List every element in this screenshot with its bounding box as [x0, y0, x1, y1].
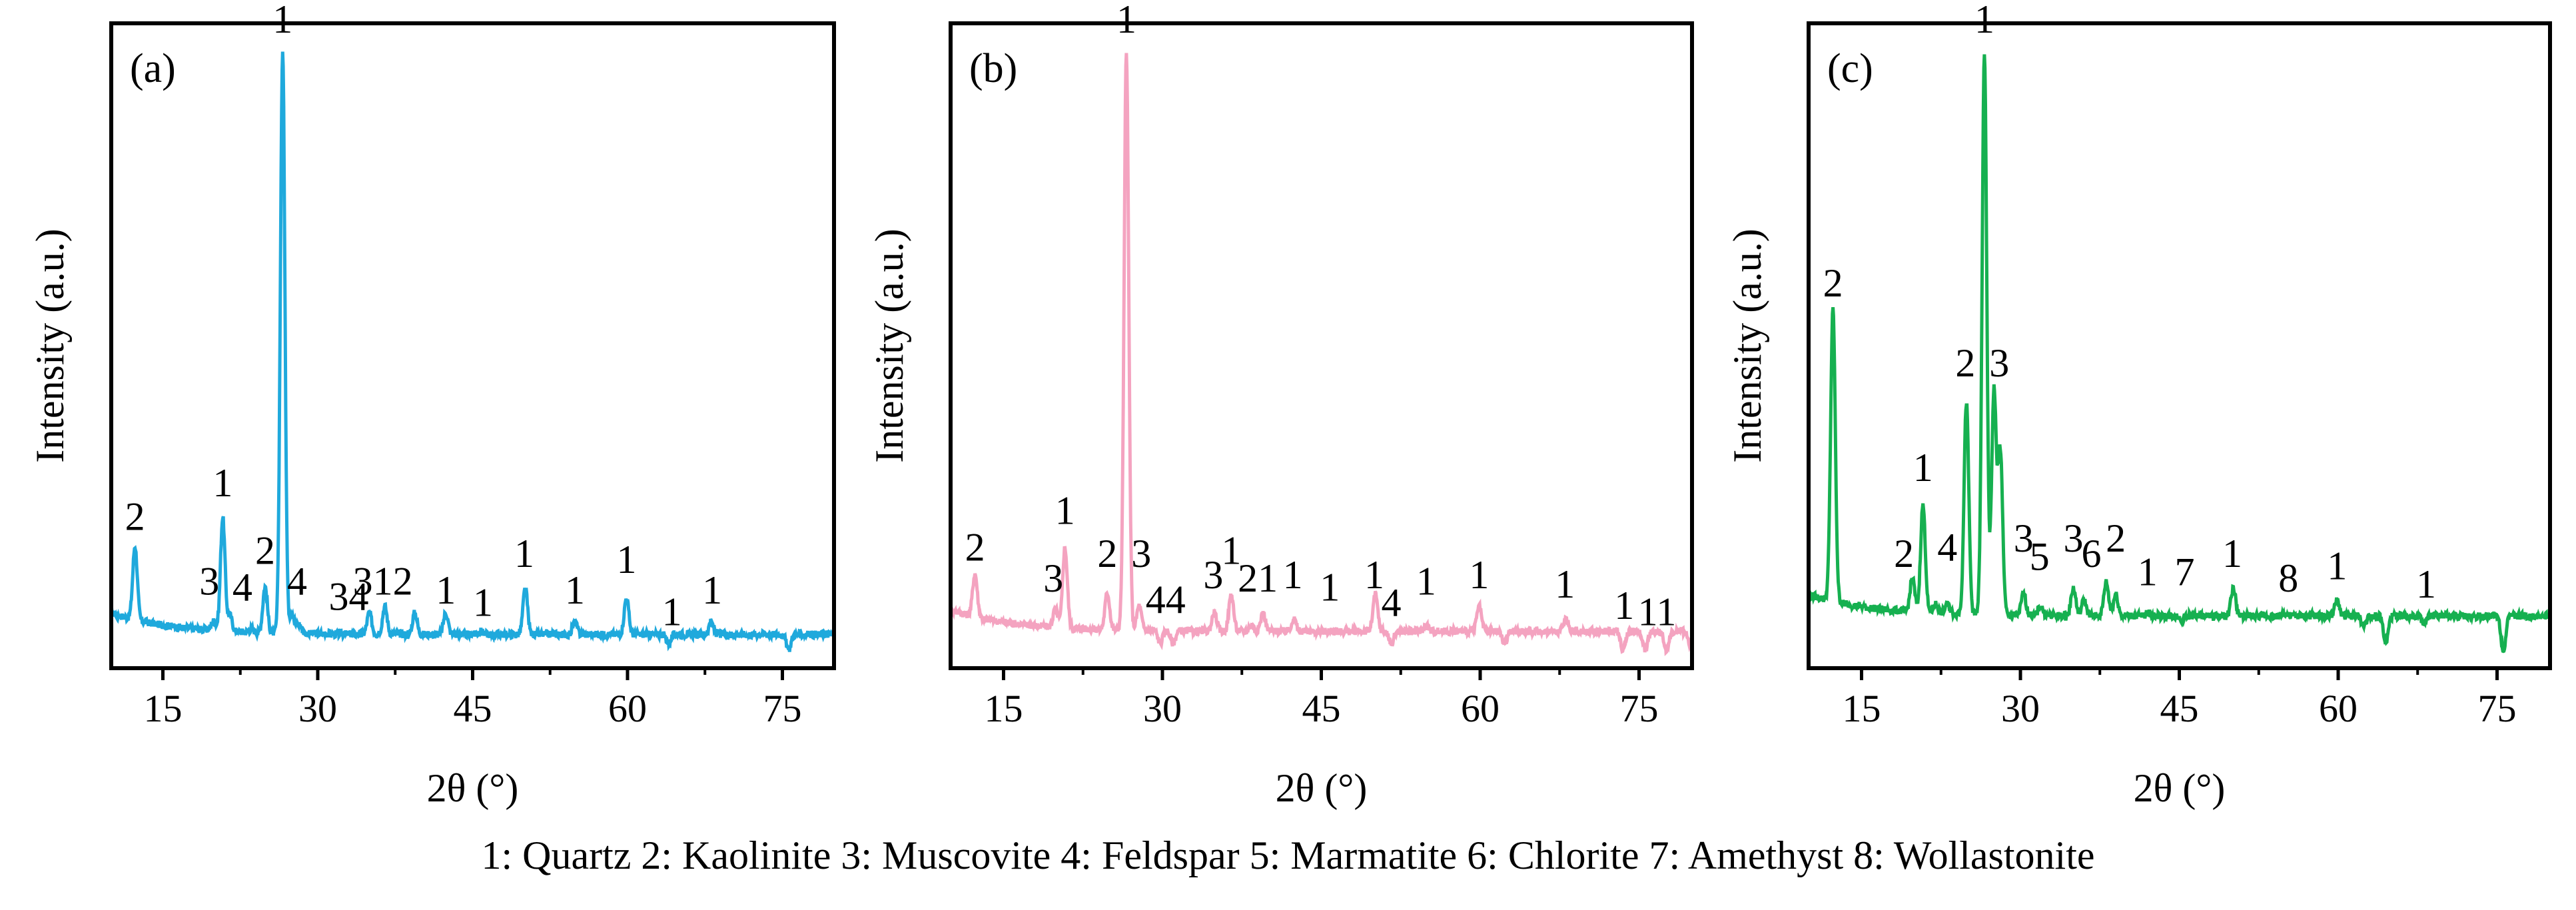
peak-annotation: 1	[2222, 532, 2242, 576]
spectrum-line	[1809, 54, 2550, 654]
peak-annotation: 2	[255, 528, 275, 572]
peak-annotation: 4	[232, 566, 252, 610]
peak-annotation: 8	[2278, 556, 2298, 600]
x-tick-label: 75	[1620, 687, 1659, 730]
peak-annotation: 1	[1974, 0, 1994, 41]
y-axis-label: Intensity (a.u.)	[1725, 228, 1769, 463]
peak-annotation: 1	[1614, 584, 1634, 628]
peak-annotation: 4	[287, 559, 307, 603]
peak-annotation: 2	[1823, 261, 1843, 305]
peak-annotation: 1	[272, 0, 292, 41]
peak-annotation: 2	[1894, 532, 1914, 576]
peak-annotation: 21	[1238, 556, 1278, 600]
peak-annotation: 1	[1221, 528, 1241, 572]
peak-annotation: 1	[2416, 562, 2436, 606]
x-axis-label: 2θ (°)	[2134, 766, 2226, 810]
x-axis-label: 2θ (°)	[1276, 766, 1368, 810]
peak-annotation: 1	[662, 590, 682, 634]
peak-annotation: 1	[616, 538, 636, 582]
peak-annotation: 312	[353, 559, 413, 603]
peak-annotation: 1	[1555, 562, 1575, 606]
peak-annotation: 1	[2138, 550, 2158, 594]
peak-annotation: 4	[1937, 526, 1957, 570]
peak-annotation: 1	[213, 461, 232, 505]
peak-annotation: 1	[1116, 0, 1136, 41]
x-tick-label: 30	[298, 687, 337, 730]
x-tick-label: 30	[2001, 687, 2040, 730]
peak-annotation: 5	[2030, 534, 2050, 578]
y-axis-label: Intensity (a.u.)	[867, 228, 911, 463]
y-axis-label: Intensity (a.u.)	[28, 228, 72, 463]
x-tick-label: 60	[2319, 687, 2358, 730]
peak-annotation: 1	[1283, 553, 1303, 597]
peak-annotation: 1	[1416, 559, 1436, 603]
x-tick-label: 60	[608, 687, 647, 730]
peak-annotation: 1	[2327, 544, 2347, 588]
phase-legend-caption: 1: Quartz 2: Kaolinite 3: Muscovite 4: F…	[481, 833, 2095, 877]
peak-annotation: 1	[1469, 553, 1489, 597]
peak-annotation: 4	[1381, 581, 1401, 625]
peak-annotation: 2	[125, 495, 145, 539]
peak-annotation: 1	[1364, 553, 1384, 597]
x-tick-label: 45	[2160, 687, 2199, 730]
peak-annotation: 7	[2174, 550, 2194, 594]
peak-annotation: 3	[1043, 556, 1063, 600]
peak-annotation: 1	[1320, 566, 1340, 610]
peak-annotation: 2	[1097, 532, 1117, 576]
x-tick-label: 75	[2478, 687, 2517, 730]
x-tick-label: 60	[1461, 687, 1500, 730]
peak-annotation: 1	[1913, 446, 1933, 490]
peak-annotation: 3	[199, 559, 219, 603]
peak-annotation: 2	[1955, 341, 1975, 385]
peak-annotation: 1	[514, 532, 534, 576]
peak-annotation: 3	[2014, 516, 2034, 560]
spectrum-line	[951, 53, 1692, 657]
panel-label: (b)	[969, 46, 1017, 91]
peak-annotation: 1	[702, 568, 722, 612]
peak-annotation: 1	[436, 568, 456, 612]
peak-annotation: 3	[1131, 532, 1151, 576]
x-tick-label: 15	[985, 687, 1023, 730]
x-tick-label: 45	[454, 687, 492, 730]
spectrum-line	[111, 51, 834, 652]
peak-annotation: 1	[565, 568, 585, 612]
x-axis-label: 2θ (°)	[427, 766, 519, 810]
panel-label: (c)	[1827, 46, 1873, 91]
peak-annotation: 6	[2082, 532, 2102, 576]
peak-annotation: 3	[2064, 516, 2084, 560]
peak-annotation: 3	[1989, 341, 2009, 385]
peak-annotation: 2	[2106, 516, 2126, 560]
peak-annotation: 1	[473, 581, 493, 625]
peak-annotation: 3	[1203, 553, 1223, 597]
x-tick-label: 30	[1143, 687, 1182, 730]
x-tick-label: 15	[144, 687, 183, 730]
peak-annotation: 44	[1146, 578, 1186, 622]
peak-annotation: 1	[1055, 488, 1075, 532]
peak-annotation: 11	[1638, 590, 1677, 634]
peak-annotation: 34	[329, 574, 369, 618]
x-tick-label: 45	[1302, 687, 1341, 730]
peak-annotation: 2	[965, 526, 985, 570]
x-tick-label: 15	[1843, 687, 1881, 730]
panel-label: (a)	[130, 46, 176, 91]
x-tick-label: 75	[763, 687, 802, 730]
